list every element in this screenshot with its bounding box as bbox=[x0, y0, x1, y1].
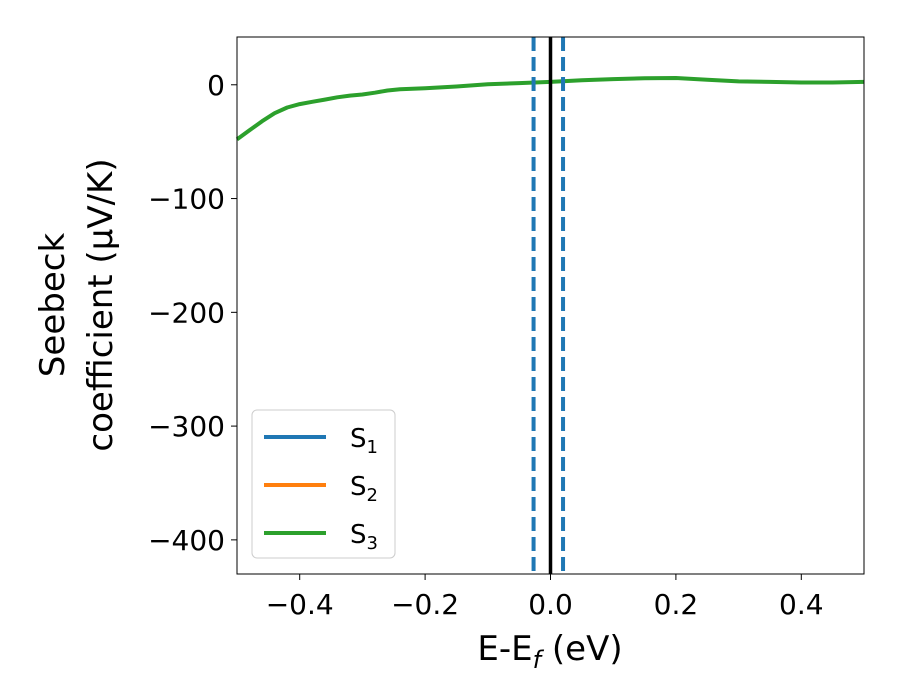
y-tick-label: 0 bbox=[207, 69, 225, 102]
x-tick-label: −0.4 bbox=[266, 588, 334, 621]
x-tick-label: 0.4 bbox=[779, 588, 824, 621]
x-tick-label: −0.2 bbox=[391, 588, 459, 621]
legend-label-1: S1 bbox=[350, 424, 378, 458]
legend: S1 S2 S3 bbox=[251, 409, 396, 559]
y-axis-ticks: 0 −100 −200 −300 −400 bbox=[148, 69, 237, 557]
y-tick-label: −100 bbox=[148, 183, 225, 216]
y-axis-label-line1: Seebeck bbox=[33, 233, 73, 378]
y-tick-label: −400 bbox=[148, 524, 225, 557]
x-axis-ticks: −0.4 −0.2 0.0 0.2 0.4 bbox=[266, 574, 824, 621]
x-tick-label: 0.0 bbox=[528, 588, 573, 621]
x-axis-label: E-Ef (eV) bbox=[477, 629, 622, 674]
y-tick-label: −300 bbox=[148, 410, 225, 443]
y-tick-label: −200 bbox=[148, 296, 225, 329]
vertical-markers bbox=[531, 37, 566, 574]
legend-label-3: S3 bbox=[350, 520, 378, 554]
plot-lines bbox=[235, 76, 865, 142]
y-axis-label-line2: coefficient (μV/K) bbox=[81, 158, 121, 451]
legend-label-2: S2 bbox=[350, 472, 378, 506]
series-line-3 bbox=[235, 76, 865, 142]
x-tick-label: 0.2 bbox=[654, 588, 699, 621]
